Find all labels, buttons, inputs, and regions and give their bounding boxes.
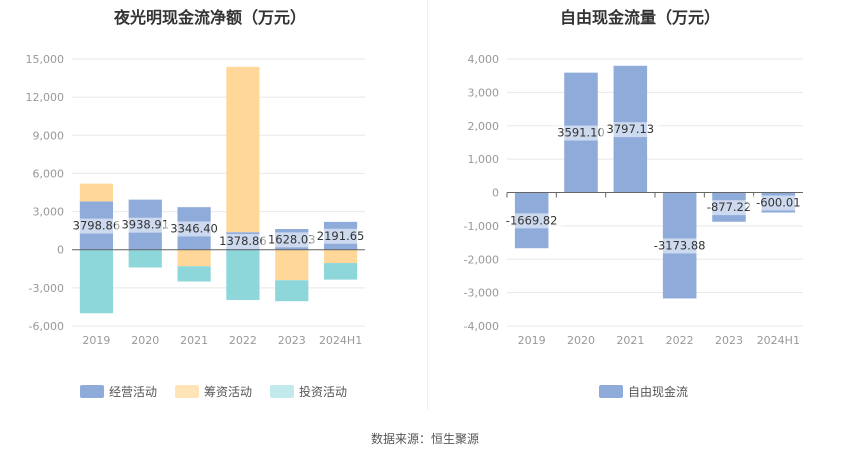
c1-xtick-label: 2023 (715, 334, 743, 347)
c1-xtick-label: 2020 (567, 334, 595, 347)
c0-ytick-label: 3,000 (33, 206, 65, 219)
c0-data-label-2024H1: 2191.65 (317, 229, 365, 243)
c0-bar-2021-s2 (177, 266, 211, 282)
c1-ytick-label: -3,000 (464, 287, 499, 300)
c0-data-label-bg (310, 228, 371, 244)
c0-bar-2022-s2 (226, 249, 260, 300)
free-cashflow-chart: -4,000 -3,000 -2,000 -1,000 0 1,000 2,000 3,000… (463, 53, 809, 347)
legend-label-financing: 筹资活动 (204, 385, 253, 399)
c1-data-label-bg (600, 122, 661, 138)
c1-data-label-2023: -877.22 (707, 200, 751, 214)
legend-label-operating: 经营活动 (109, 385, 158, 399)
legend-swatch-free-cashflow (599, 385, 623, 398)
c0-ytick-label: -6,000 (29, 320, 64, 333)
c0-bar-2023-s2 (275, 280, 309, 302)
c0-data-label-2023: 1628.03 (268, 232, 316, 246)
c0-xtick-label: 2024H1 (319, 334, 362, 347)
c1-xtick-label: 2024H1 (757, 334, 800, 347)
c0-bar-2022-s1 (226, 66, 260, 233)
c1-data-label-2020: 3591.10 (557, 126, 605, 140)
c1-data-label-bg (748, 195, 809, 211)
legend-swatch-investing (270, 385, 295, 398)
c0-data-label-bg (212, 233, 273, 249)
c1-data-label-2019: -1669.82 (506, 213, 558, 227)
c1-xtick-label: 2019 (518, 334, 546, 347)
c0-xtick-label: 2021 (180, 334, 208, 347)
legend-item-financing[interactable]: 筹资活动 (175, 383, 252, 400)
c0-xtick-label: 2022 (229, 334, 257, 347)
c0-xtick-label: 2019 (82, 334, 110, 347)
cashflow-net-chart: -6,000 -3,000 0 3,000 6,000 9,000 12,000 15,000… (26, 53, 371, 347)
legend-label-free-cashflow: 自由现金流 (628, 385, 689, 399)
c0-bar-2024H1-s2 (323, 263, 358, 280)
c1-ytick-label: -1,000 (464, 220, 499, 233)
legend-swatch-financing (175, 385, 200, 398)
c1-data-label-2021: 3797.13 (607, 122, 655, 136)
c0-data-label-bg (115, 217, 176, 233)
c0-ytick-label: 15,000 (26, 53, 65, 66)
c1-data-label-bg (501, 213, 562, 229)
c0-data-label-bg (261, 232, 322, 248)
data-source-note: 数据来源：恒生聚源 (370, 432, 479, 446)
c1-ytick-label: 3,000 (468, 86, 500, 99)
c1-xtick-label: 2022 (666, 334, 694, 347)
c0-bar-2021-s1 (177, 249, 211, 267)
legend-item-operating[interactable]: 经营活动 (80, 383, 157, 400)
chart2-legend: 自由现金流 (599, 383, 706, 400)
chart-divider (427, 0, 428, 410)
c0-xtick-label: 2020 (131, 334, 159, 347)
legend-label-investing: 投资活动 (299, 385, 348, 399)
c0-data-label-bg (66, 218, 127, 234)
c0-bar-2023-s1 (275, 249, 309, 281)
c1-data-label-bg (699, 200, 759, 216)
c0-data-label-2021: 3346.40 (170, 221, 218, 235)
c0-xtick-label: 2023 (278, 334, 306, 347)
c0-ytick-label: 12,000 (26, 91, 65, 104)
c1-ytick-label: -2,000 (464, 253, 499, 266)
c1-ytick-label: 4,000 (468, 53, 500, 66)
c1-data-label-2022: -3173.88 (654, 238, 706, 252)
c0-ytick-label: 6,000 (33, 167, 65, 180)
c1-ytick-label: 1,000 (468, 153, 500, 166)
c0-bar-2019-s1 (79, 183, 114, 202)
c1-ytick-label: 2,000 (468, 120, 500, 133)
legend-swatch-operating (80, 385, 104, 398)
c1-ytick-label: -4,000 (464, 320, 499, 333)
c0-ytick-label: -3,000 (29, 282, 64, 295)
c1-ytick-label: 0 (492, 187, 499, 200)
c1-data-label-2024H1: -600.01 (756, 196, 800, 210)
legend-item-investing[interactable]: 投资活动 (270, 383, 347, 400)
c0-ytick-label: 9,000 (33, 129, 65, 142)
c0-bar-2024H1-s1 (323, 249, 358, 264)
c1-data-label-bg (649, 238, 710, 254)
chart1-title: 夜光明现金流净额（万元） (113, 8, 306, 27)
c0-data-label-2019: 3798.86 (73, 219, 121, 233)
c0-data-label-2020: 3938.91 (121, 218, 169, 232)
c1-data-label-bg (551, 125, 611, 141)
legend-item-free-cashflow[interactable]: 自由现金流 (599, 383, 688, 400)
c1-xtick-label: 2021 (616, 334, 644, 347)
c0-ytick-label: 0 (57, 244, 64, 257)
c0-data-label-2022: 1378.86 (219, 234, 267, 248)
c0-bar-2020-s2 (128, 249, 162, 268)
chart1-legend: 经营活动 筹资活动 投资活动 (80, 383, 365, 400)
c0-data-label-bg (164, 221, 225, 237)
c0-bar-2019-s2 (79, 249, 114, 314)
chart2-title: 自由现金流量（万元） (559, 8, 720, 27)
